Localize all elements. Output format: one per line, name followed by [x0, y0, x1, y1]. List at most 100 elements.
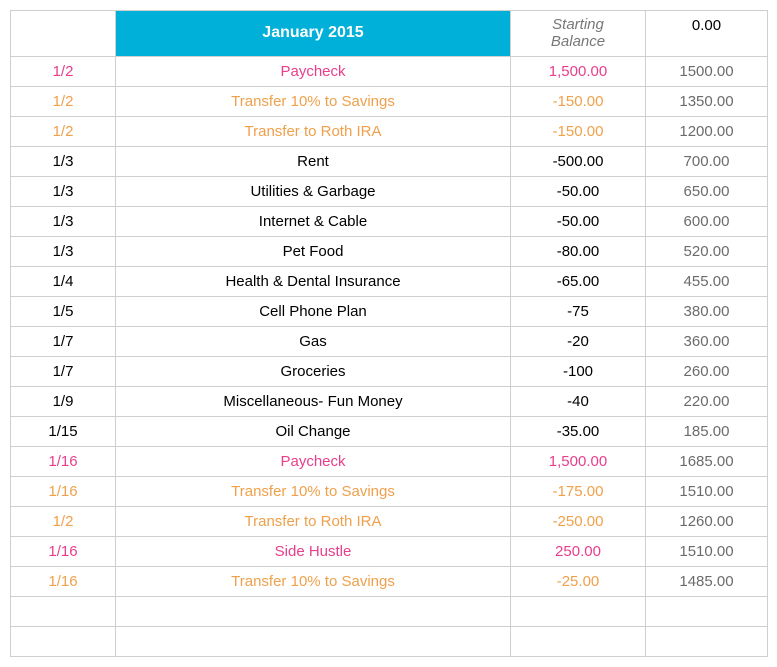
- cell-amount: -50.00: [511, 176, 646, 206]
- table-row: 1/3Internet & Cable-50.00600.00: [11, 206, 768, 236]
- cell-balance: 220.00: [646, 386, 768, 416]
- table-row: 1/2Transfer to Roth IRA-150.001200.00: [11, 116, 768, 146]
- cell-empty: [116, 596, 511, 626]
- cell-amount: -40: [511, 386, 646, 416]
- cell-date: 1/16: [11, 446, 116, 476]
- table-row: 1/16Side Hustle250.001510.00: [11, 536, 768, 566]
- cell-amount: -100: [511, 356, 646, 386]
- cell-description: Oil Change: [116, 416, 511, 446]
- cell-balance: 1500.00: [646, 56, 768, 86]
- budget-table: January 2015 StartingBalance 0.00 1/2Pay…: [10, 10, 768, 657]
- cell-date: 1/9: [11, 386, 116, 416]
- cell-date: 1/2: [11, 56, 116, 86]
- cell-balance: 1350.00: [646, 86, 768, 116]
- cell-amount: 1,500.00: [511, 446, 646, 476]
- cell-balance: 650.00: [646, 176, 768, 206]
- table-row: 1/2Paycheck1,500.001500.00: [11, 56, 768, 86]
- cell-description: Miscellaneous- Fun Money: [116, 386, 511, 416]
- cell-balance: 1260.00: [646, 506, 768, 536]
- cell-date: 1/3: [11, 176, 116, 206]
- cell-empty: [116, 626, 511, 656]
- header-row: January 2015 StartingBalance 0.00: [11, 11, 768, 57]
- cell-amount: 1,500.00: [511, 56, 646, 86]
- cell-amount: -80.00: [511, 236, 646, 266]
- cell-date: 1/3: [11, 206, 116, 236]
- cell-description: Transfer to Roth IRA: [116, 116, 511, 146]
- cell-amount: -20: [511, 326, 646, 356]
- cell-description: Cell Phone Plan: [116, 296, 511, 326]
- table-row: 1/16Transfer 10% to Savings-25.001485.00: [11, 566, 768, 596]
- table-row-empty: [11, 596, 768, 626]
- cell-balance: 360.00: [646, 326, 768, 356]
- cell-empty: [646, 626, 768, 656]
- header-starting-balance-value: 0.00: [646, 11, 768, 57]
- cell-description: Groceries: [116, 356, 511, 386]
- cell-amount: -25.00: [511, 566, 646, 596]
- cell-description: Utilities & Garbage: [116, 176, 511, 206]
- cell-amount: -75: [511, 296, 646, 326]
- cell-amount: -65.00: [511, 266, 646, 296]
- cell-balance: 1510.00: [646, 536, 768, 566]
- cell-balance: 380.00: [646, 296, 768, 326]
- table-row: 1/7Gas-20360.00: [11, 326, 768, 356]
- cell-date: 1/4: [11, 266, 116, 296]
- header-starting-balance-label: StartingBalance: [511, 11, 646, 57]
- cell-description: Transfer 10% to Savings: [116, 566, 511, 596]
- cell-balance: 700.00: [646, 146, 768, 176]
- cell-date: 1/3: [11, 146, 116, 176]
- cell-description: Side Hustle: [116, 536, 511, 566]
- table-body: 1/2Paycheck1,500.001500.001/2Transfer 10…: [11, 56, 768, 656]
- cell-date: 1/2: [11, 506, 116, 536]
- cell-amount: 250.00: [511, 536, 646, 566]
- cell-description: Pet Food: [116, 236, 511, 266]
- table-row: 1/3Pet Food-80.00520.00: [11, 236, 768, 266]
- table-row: 1/15Oil Change-35.00185.00: [11, 416, 768, 446]
- cell-date: 1/2: [11, 86, 116, 116]
- cell-empty: [646, 596, 768, 626]
- table-row: 1/7Groceries-100260.00: [11, 356, 768, 386]
- cell-balance: 185.00: [646, 416, 768, 446]
- cell-amount: -50.00: [511, 206, 646, 236]
- table-row: 1/2Transfer to Roth IRA-250.001260.00: [11, 506, 768, 536]
- cell-empty: [511, 596, 646, 626]
- table-row: 1/9Miscellaneous- Fun Money-40220.00: [11, 386, 768, 416]
- cell-date: 1/7: [11, 326, 116, 356]
- cell-date: 1/16: [11, 476, 116, 506]
- cell-balance: 260.00: [646, 356, 768, 386]
- header-blank: [11, 11, 116, 57]
- cell-description: Transfer to Roth IRA: [116, 506, 511, 536]
- cell-description: Paycheck: [116, 56, 511, 86]
- cell-date: 1/5: [11, 296, 116, 326]
- header-month: January 2015: [116, 11, 511, 57]
- cell-date: 1/2: [11, 116, 116, 146]
- cell-balance: 1510.00: [646, 476, 768, 506]
- table-row: 1/16Transfer 10% to Savings-175.001510.0…: [11, 476, 768, 506]
- cell-balance: 600.00: [646, 206, 768, 236]
- cell-amount: -250.00: [511, 506, 646, 536]
- cell-empty: [511, 626, 646, 656]
- table-row: 1/4Health & Dental Insurance-65.00455.00: [11, 266, 768, 296]
- cell-description: Paycheck: [116, 446, 511, 476]
- cell-date: 1/7: [11, 356, 116, 386]
- cell-empty: [11, 596, 116, 626]
- cell-description: Internet & Cable: [116, 206, 511, 236]
- cell-description: Gas: [116, 326, 511, 356]
- cell-balance: 455.00: [646, 266, 768, 296]
- cell-amount: -35.00: [511, 416, 646, 446]
- cell-description: Transfer 10% to Savings: [116, 476, 511, 506]
- cell-balance: 1485.00: [646, 566, 768, 596]
- cell-empty: [11, 626, 116, 656]
- table-row: 1/5Cell Phone Plan-75380.00: [11, 296, 768, 326]
- table-row: 1/3Utilities & Garbage-50.00650.00: [11, 176, 768, 206]
- cell-date: 1/15: [11, 416, 116, 446]
- cell-amount: -500.00: [511, 146, 646, 176]
- table-row: 1/16Paycheck1,500.001685.00: [11, 446, 768, 476]
- table-row: 1/2Transfer 10% to Savings-150.001350.00: [11, 86, 768, 116]
- table-row-empty: [11, 626, 768, 656]
- cell-description: Health & Dental Insurance: [116, 266, 511, 296]
- cell-amount: -150.00: [511, 86, 646, 116]
- cell-date: 1/16: [11, 536, 116, 566]
- cell-balance: 520.00: [646, 236, 768, 266]
- table-row: 1/3Rent-500.00700.00: [11, 146, 768, 176]
- cell-description: Transfer 10% to Savings: [116, 86, 511, 116]
